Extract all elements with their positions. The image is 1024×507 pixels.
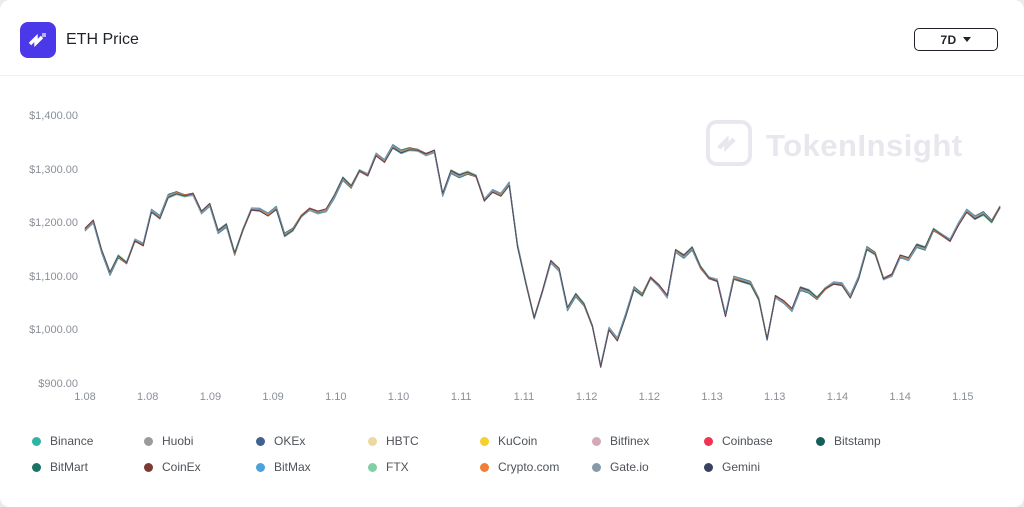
- x-axis-label: 1.10: [387, 391, 410, 403]
- legend-dot: [592, 436, 601, 446]
- y-axis-label: $1,100.00: [29, 270, 78, 283]
- legend-dot: [144, 462, 153, 472]
- x-axis-label: 1.11: [513, 391, 535, 403]
- x-axis-label: 1.12: [638, 391, 661, 403]
- chevron-down-icon: [963, 37, 972, 42]
- tokeninsight-logo-icon: [20, 22, 56, 58]
- legend-item-coinex[interactable]: CoinEx: [144, 456, 256, 478]
- legend-dot: [704, 436, 713, 446]
- period-label: 7D: [940, 32, 957, 47]
- legend-dot: [592, 462, 601, 472]
- legend-label: BitMax: [274, 460, 311, 474]
- legend-dot: [480, 462, 489, 472]
- legend-label: Bitfinex: [610, 434, 650, 448]
- y-axis-label: $900.00: [38, 378, 78, 390]
- x-axis-label: 1.08: [74, 391, 96, 403]
- legend-dot: [368, 436, 377, 446]
- legend-label: KuCoin: [498, 434, 538, 448]
- legend-label: OKEx: [274, 434, 306, 448]
- legend-label: BitMart: [50, 460, 89, 474]
- page-title: ETH Price: [66, 31, 139, 48]
- x-axis-label: 1.13: [701, 391, 723, 403]
- legend-label: Gemini: [722, 460, 761, 474]
- legend-item-gemini[interactable]: Gemini: [704, 456, 816, 478]
- legend-label: Binance: [50, 434, 94, 448]
- x-axis-label: 1.13: [764, 391, 786, 403]
- legend-item-ftx[interactable]: FTX: [368, 456, 480, 478]
- legend-item-binance[interactable]: Binance: [32, 430, 144, 452]
- legend-item-bitmart[interactable]: BitMart: [32, 456, 144, 478]
- legend-item-bitmax[interactable]: BitMax: [256, 456, 368, 478]
- legend-dot: [480, 436, 489, 446]
- legend-item-coinbase[interactable]: Coinbase: [704, 430, 816, 452]
- y-axis-label: $1,200.00: [29, 217, 78, 230]
- y-axis-label: $1,300.00: [29, 163, 78, 176]
- legend-label: Huobi: [162, 434, 194, 448]
- x-axis-label: 1.08: [136, 391, 159, 403]
- legend-item-gate-io[interactable]: Gate.io: [592, 456, 704, 478]
- legend-dot: [144, 436, 153, 446]
- legend-item-kucoin[interactable]: KuCoin: [480, 430, 592, 452]
- legend-label: Gate.io: [610, 460, 649, 474]
- header: ETH Price 7D: [0, 0, 1024, 76]
- x-axis-label: 1.12: [575, 391, 598, 403]
- legend-dot: [368, 462, 377, 472]
- legend-dot: [816, 436, 825, 446]
- legend-item-crypto-com[interactable]: Crypto.com: [480, 456, 592, 478]
- x-axis-label: 1.15: [952, 391, 974, 403]
- x-axis-label: 1.09: [199, 391, 222, 403]
- x-axis-label: 1.09: [262, 391, 284, 403]
- legend-label: Crypto.com: [498, 460, 560, 474]
- x-axis-label: 1.14: [889, 391, 911, 403]
- legend-dot: [256, 462, 265, 472]
- legend-dot: [32, 436, 41, 446]
- legend-dot: [256, 436, 265, 446]
- legend-item-bitfinex[interactable]: Bitfinex: [592, 430, 704, 452]
- y-axis-label: $1,000.00: [29, 324, 78, 337]
- period-selector-button[interactable]: 7D: [914, 28, 998, 51]
- legend-label: HBTC: [386, 434, 419, 448]
- x-axis-label: 1.14: [826, 391, 849, 403]
- legend: Binance Huobi OKEx HBTC KuCoin Bitfinex …: [32, 430, 928, 478]
- x-axis: 1.08 1.08 1.09 1.09 1.10 1.10 1.11 1.11 …: [63, 391, 985, 403]
- x-axis-label: 1.11: [450, 391, 472, 403]
- y-axis-label: $1,400.00: [29, 110, 78, 122]
- legend-item-bitstamp[interactable]: Bitstamp: [816, 430, 928, 452]
- legend-label: Bitstamp: [834, 434, 881, 448]
- price-chart[interactable]: [0, 95, 1024, 415]
- x-axis-label: 1.10: [325, 391, 347, 403]
- legend-label: CoinEx: [162, 460, 201, 474]
- legend-item-hbtc[interactable]: HBTC: [368, 430, 480, 452]
- legend-label: Coinbase: [722, 434, 773, 448]
- legend-item-okex[interactable]: OKEx: [256, 430, 368, 452]
- legend-label: FTX: [386, 460, 409, 474]
- legend-dot: [704, 462, 713, 472]
- legend-dot: [32, 462, 41, 472]
- legend-item-huobi[interactable]: Huobi: [144, 430, 256, 452]
